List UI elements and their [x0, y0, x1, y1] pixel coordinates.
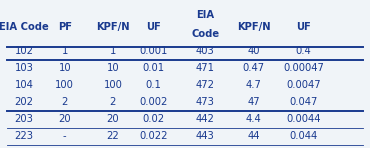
Text: 0.47: 0.47: [242, 63, 265, 73]
Text: 0.01: 0.01: [142, 63, 165, 73]
Text: 0.044: 0.044: [289, 131, 317, 141]
Text: 22: 22: [107, 131, 119, 141]
Text: 223: 223: [14, 131, 34, 141]
Text: 102: 102: [14, 46, 34, 56]
Text: 2: 2: [61, 97, 68, 107]
Text: 0.022: 0.022: [139, 131, 168, 141]
Text: 20: 20: [58, 114, 71, 124]
Text: 20: 20: [107, 114, 119, 124]
Text: 103: 103: [14, 63, 34, 73]
Text: 471: 471: [196, 63, 215, 73]
Text: 0.0047: 0.0047: [286, 80, 321, 90]
Text: EIA Code: EIA Code: [0, 22, 49, 32]
Text: KPF/N: KPF/N: [237, 22, 270, 32]
Text: 473: 473: [196, 97, 215, 107]
Text: 1: 1: [61, 46, 68, 56]
Text: 4.4: 4.4: [246, 114, 261, 124]
Text: 10: 10: [58, 63, 71, 73]
Text: 40: 40: [247, 46, 260, 56]
Text: 0.0044: 0.0044: [286, 114, 321, 124]
Text: -: -: [63, 131, 67, 141]
Text: 442: 442: [196, 114, 215, 124]
Text: 472: 472: [196, 80, 215, 90]
Text: 0.00047: 0.00047: [283, 63, 324, 73]
Text: 47: 47: [247, 97, 260, 107]
Text: 202: 202: [14, 97, 34, 107]
Text: 0.002: 0.002: [139, 97, 168, 107]
Text: 203: 203: [14, 114, 34, 124]
Text: EIA: EIA: [196, 10, 214, 20]
Text: 44: 44: [247, 131, 260, 141]
Text: 443: 443: [196, 131, 215, 141]
Text: 0.1: 0.1: [146, 80, 161, 90]
Text: UF: UF: [296, 22, 311, 32]
Text: UF: UF: [146, 22, 161, 32]
Text: 0.047: 0.047: [289, 97, 317, 107]
Text: 0.001: 0.001: [139, 46, 168, 56]
Text: 100: 100: [103, 80, 122, 90]
Text: 4.7: 4.7: [246, 80, 261, 90]
Text: KPF/N: KPF/N: [96, 22, 130, 32]
Text: 0.4: 0.4: [296, 46, 311, 56]
Text: Code: Code: [191, 29, 219, 39]
Text: 2: 2: [110, 97, 116, 107]
Text: 104: 104: [14, 80, 34, 90]
Text: 10: 10: [107, 63, 119, 73]
Text: 0.02: 0.02: [142, 114, 165, 124]
Text: 100: 100: [55, 80, 74, 90]
Text: PF: PF: [58, 22, 72, 32]
Text: 1: 1: [110, 46, 116, 56]
Text: 403: 403: [196, 46, 215, 56]
